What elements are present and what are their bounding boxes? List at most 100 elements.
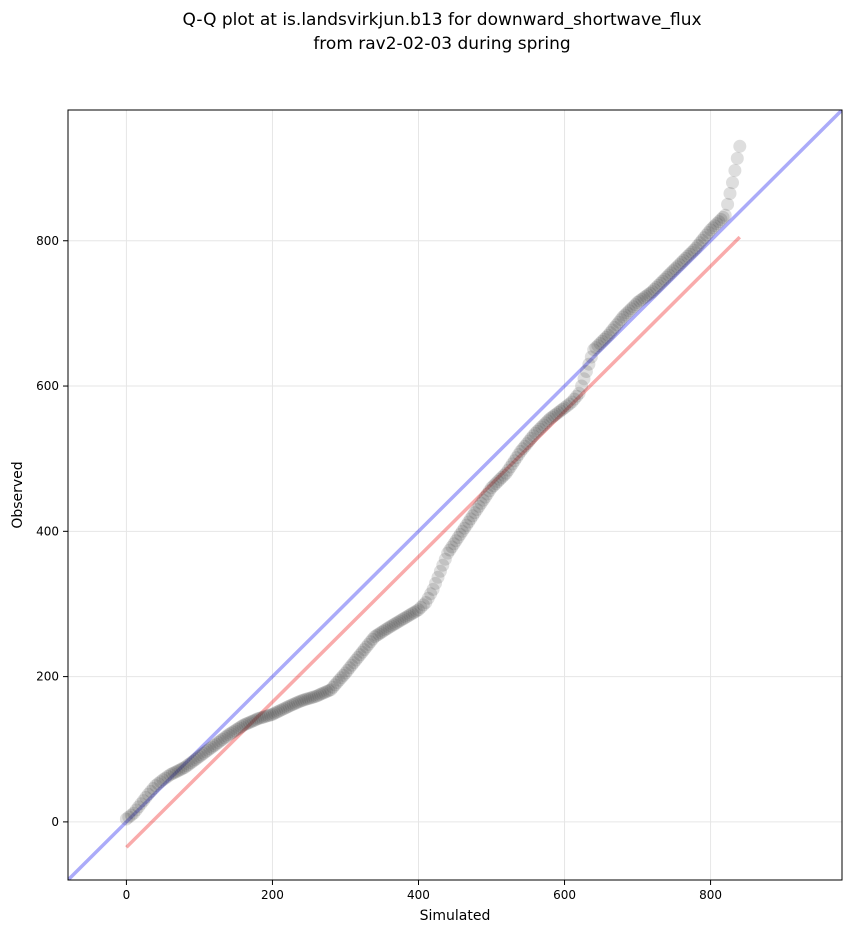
data-point [476, 493, 490, 507]
data-point [472, 499, 486, 513]
data-point [660, 270, 674, 284]
data-point [184, 756, 198, 770]
data-point [601, 328, 615, 342]
data-point [286, 697, 300, 711]
data-point [433, 564, 447, 578]
grid-lines [68, 110, 842, 880]
data-point [670, 260, 684, 274]
data-point [378, 623, 392, 637]
data-point [510, 451, 523, 465]
data-point [412, 603, 425, 617]
data-point [238, 717, 252, 731]
data-point [228, 724, 242, 738]
data-point [349, 653, 363, 667]
data-point [516, 442, 530, 456]
data-point [261, 709, 275, 723]
data-point [220, 729, 234, 743]
x-axis-ticks: 0 200 400 600 800 [123, 880, 722, 902]
data-point [249, 713, 263, 727]
data-point [651, 278, 665, 292]
data-point [201, 743, 215, 757]
data-point [693, 236, 707, 250]
data-point [695, 233, 709, 247]
data-point [303, 691, 317, 705]
data-point [213, 734, 227, 748]
data-point [236, 718, 250, 732]
x-axis-label: Simulated [420, 908, 491, 924]
data-point [429, 576, 442, 590]
data-point [330, 676, 344, 689]
data-point [491, 475, 505, 488]
data-point [247, 714, 261, 728]
data-point [645, 285, 659, 299]
data-point [263, 708, 277, 722]
data-point [207, 739, 221, 753]
y-tick-label: 800 [36, 234, 59, 248]
data-point [505, 457, 519, 471]
data-point [616, 310, 630, 324]
data-point [730, 151, 744, 165]
data-point [639, 289, 653, 303]
y-tick-label: 200 [36, 670, 59, 684]
data-point [683, 247, 697, 261]
data-point [332, 673, 346, 687]
data-point [676, 254, 690, 267]
data-point [555, 402, 569, 416]
data-point [305, 691, 319, 704]
data-point [364, 635, 377, 649]
data-point [380, 622, 394, 636]
data-point [497, 468, 511, 482]
data-point [387, 618, 400, 632]
data-point [547, 409, 561, 423]
data-point [460, 518, 473, 532]
data-point [453, 527, 467, 541]
data-point [721, 197, 735, 211]
data-point [485, 481, 498, 495]
data-point [543, 412, 557, 426]
data-point [282, 699, 296, 713]
data-point [503, 460, 517, 474]
data-point [647, 283, 661, 296]
data-point [397, 612, 411, 625]
data-point [343, 661, 357, 675]
data-point [582, 357, 596, 371]
data-point [127, 806, 141, 820]
data-point [366, 632, 380, 646]
data-point [421, 591, 435, 605]
data-point [537, 418, 551, 432]
data-point [163, 768, 177, 782]
data-point [447, 537, 461, 551]
data-point [637, 291, 651, 305]
data-point [188, 753, 202, 767]
data-point [129, 803, 143, 817]
data-point [251, 712, 265, 726]
data-point [706, 221, 720, 235]
data-point [474, 496, 488, 510]
data-point [520, 437, 534, 451]
data-point [577, 372, 591, 386]
data-point [560, 399, 574, 413]
data-point [579, 365, 593, 378]
data-point [462, 515, 476, 529]
data-point [274, 703, 288, 717]
data-point [457, 521, 471, 535]
data-point [122, 810, 136, 824]
data-point [234, 720, 248, 734]
data-point [192, 750, 206, 763]
data-point [276, 702, 290, 716]
data-point [318, 686, 332, 699]
data-point [224, 726, 238, 740]
data-point [487, 479, 501, 493]
x-tick-label: 600 [553, 888, 576, 902]
data-point [689, 241, 703, 255]
data-point [489, 477, 503, 491]
data-point [493, 472, 507, 486]
data-point [533, 422, 546, 436]
data-point [603, 326, 617, 340]
data-point [470, 503, 484, 516]
data-point [656, 274, 670, 288]
data-point [230, 722, 244, 736]
data-point [723, 187, 737, 200]
data-point [403, 608, 417, 622]
x-tick-label: 800 [699, 888, 722, 902]
